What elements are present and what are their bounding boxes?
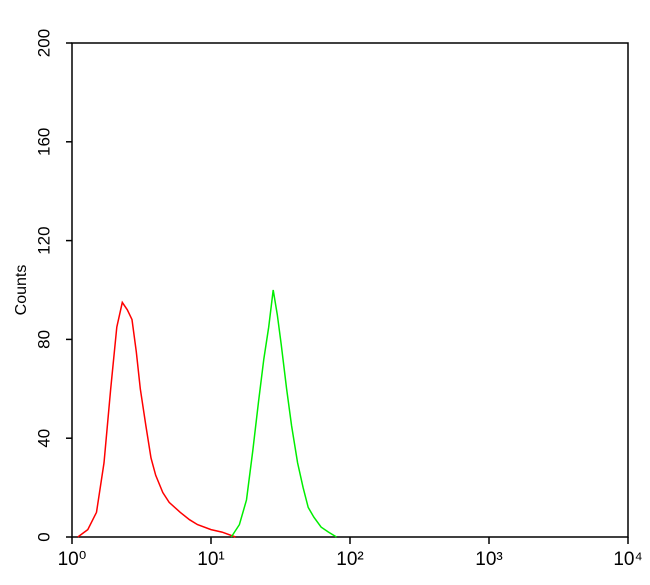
histogram-line	[77, 300, 236, 538]
x-tick-label: 10¹	[197, 549, 224, 570]
y-axis-label: Counts	[13, 265, 30, 316]
y-tick-label: 160	[34, 128, 53, 156]
x-tick-label: 10⁰	[58, 549, 87, 570]
y-tick-label: 120	[34, 226, 53, 254]
x-tick-label: 10²	[336, 549, 363, 570]
y-tick-label: 0	[34, 532, 53, 541]
histogram-line	[230, 289, 337, 538]
plot-frame	[71, 42, 629, 538]
y-tick-label: 80	[34, 330, 53, 349]
x-tick-label: 10⁴	[613, 549, 642, 570]
y-tick-label: 40	[34, 429, 53, 448]
x-tick-label: 10³	[475, 549, 502, 570]
y-tick-label: 200	[34, 29, 53, 57]
